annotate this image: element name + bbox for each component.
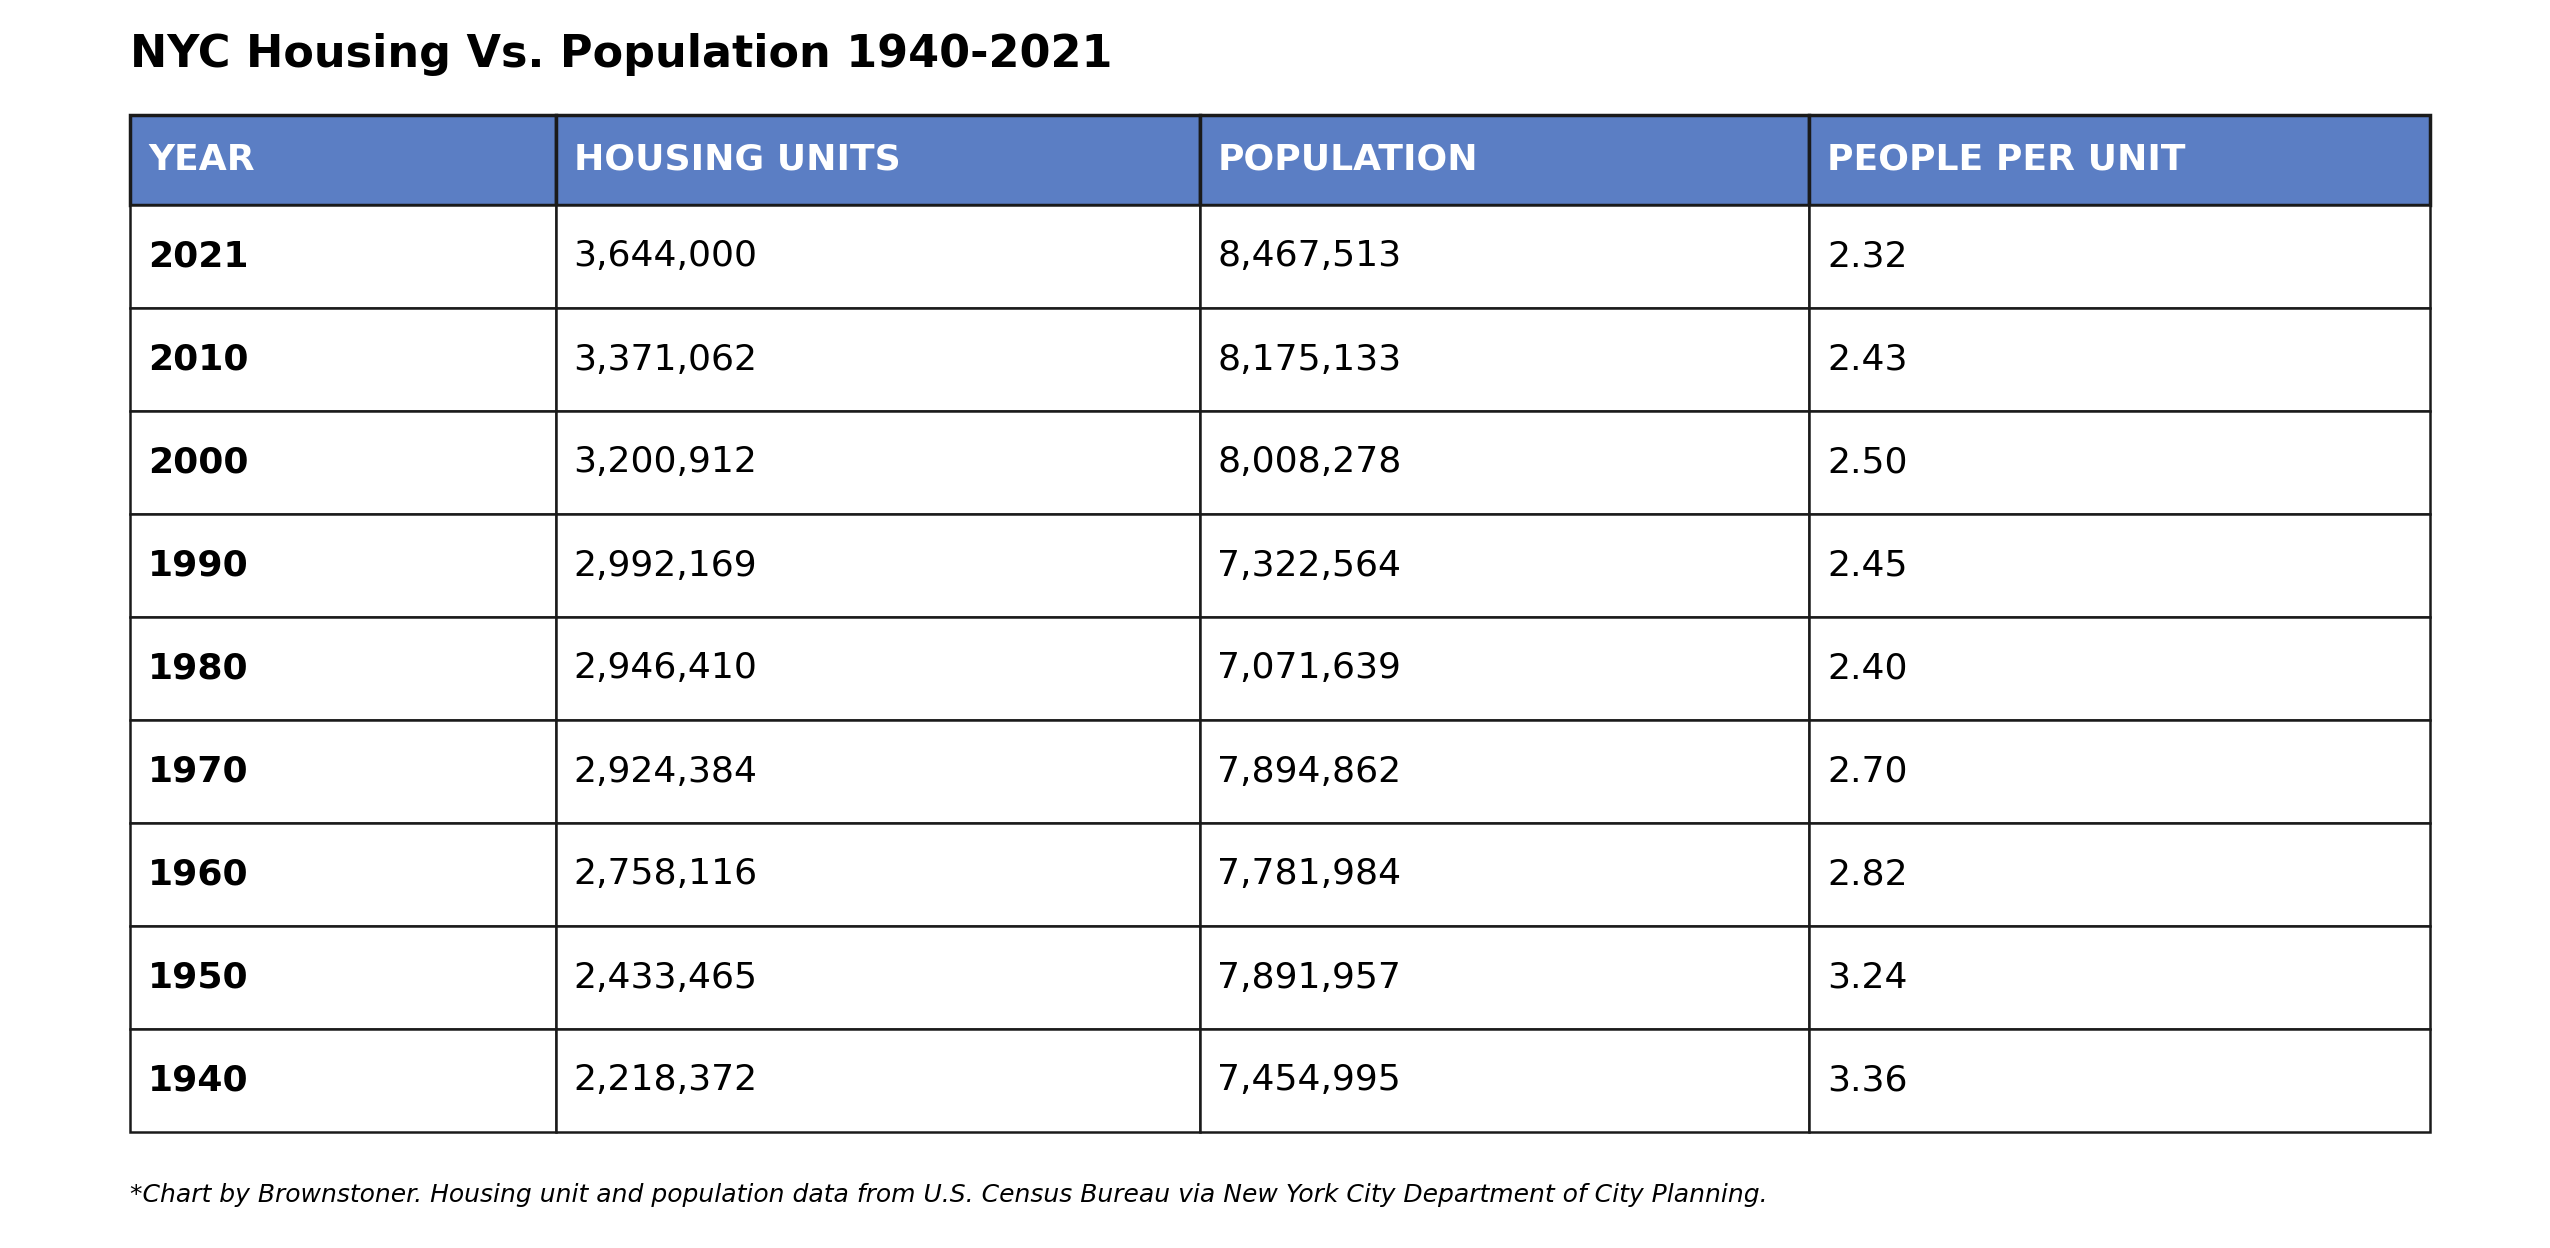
Bar (1808, 411, 2430, 514)
Bar (1808, 720, 2430, 822)
Bar (556, 411, 1198, 514)
Bar (130, 308, 556, 411)
Text: 2.45: 2.45 (1826, 549, 1907, 583)
Text: 2,946,410: 2,946,410 (574, 651, 757, 685)
Bar (556, 822, 1198, 926)
Bar (1198, 411, 1808, 514)
Text: 1970: 1970 (148, 755, 247, 789)
Text: 2.70: 2.70 (1826, 755, 1907, 789)
Text: 2.43: 2.43 (1826, 342, 1907, 377)
Text: 2,924,384: 2,924,384 (574, 755, 757, 789)
Text: 1950: 1950 (148, 961, 247, 995)
Text: *Chart by Brownstoner. Housing unit and population data from U.S. Census Bureau : *Chart by Brownstoner. Housing unit and … (130, 1183, 1767, 1207)
Bar (130, 720, 556, 822)
Text: 2000: 2000 (148, 446, 247, 479)
Bar (1198, 926, 1808, 1030)
Text: 1960: 1960 (148, 857, 247, 891)
Text: 8,175,133: 8,175,133 (1216, 342, 1402, 377)
Bar (1808, 514, 2430, 617)
Bar (1808, 822, 2430, 926)
Bar (1198, 822, 1808, 926)
Bar (556, 205, 1198, 308)
Bar (556, 926, 1198, 1030)
Bar (130, 205, 556, 308)
Text: 8,467,513: 8,467,513 (1216, 240, 1402, 273)
Text: 2,992,169: 2,992,169 (574, 549, 757, 583)
Text: 2010: 2010 (148, 342, 247, 377)
Bar (1808, 1030, 2430, 1132)
Text: HOUSING UNITS: HOUSING UNITS (574, 144, 900, 177)
Bar (1198, 514, 1808, 617)
Text: 7,891,957: 7,891,957 (1216, 961, 1402, 995)
Bar (556, 308, 1198, 411)
Text: 3.24: 3.24 (1826, 961, 1907, 995)
Text: 7,454,995: 7,454,995 (1216, 1063, 1402, 1097)
Text: 1990: 1990 (148, 549, 250, 583)
Bar (1198, 617, 1808, 720)
Text: 3,644,000: 3,644,000 (574, 240, 757, 273)
Bar (130, 411, 556, 514)
Text: 2,758,116: 2,758,116 (574, 857, 757, 891)
Text: 2.50: 2.50 (1826, 446, 1907, 479)
Text: 3,371,062: 3,371,062 (574, 342, 757, 377)
Bar (556, 514, 1198, 617)
Text: 3,200,912: 3,200,912 (574, 446, 757, 479)
Bar (1198, 115, 1808, 205)
Bar (1808, 115, 2430, 205)
Bar (556, 115, 1198, 205)
Bar (556, 617, 1198, 720)
Text: POPULATION: POPULATION (1216, 144, 1479, 177)
Bar (130, 1030, 556, 1132)
Text: 8,008,278: 8,008,278 (1216, 446, 1402, 479)
Text: NYC Housing Vs. Population 1940-2021: NYC Housing Vs. Population 1940-2021 (130, 34, 1112, 76)
Bar (130, 822, 556, 926)
Text: YEAR: YEAR (148, 144, 255, 177)
Bar (1198, 205, 1808, 308)
Bar (556, 720, 1198, 822)
Text: 2.82: 2.82 (1826, 857, 1907, 891)
Bar (1808, 926, 2430, 1030)
Text: 3.36: 3.36 (1826, 1063, 1907, 1097)
Bar (556, 1030, 1198, 1132)
Text: 7,322,564: 7,322,564 (1216, 549, 1402, 583)
Text: 2.40: 2.40 (1826, 651, 1907, 685)
Bar (130, 514, 556, 617)
Bar (1198, 308, 1808, 411)
Bar (130, 617, 556, 720)
Text: 7,071,639: 7,071,639 (1216, 651, 1402, 685)
Text: 2021: 2021 (148, 240, 247, 273)
Bar (130, 926, 556, 1030)
Text: 7,781,984: 7,781,984 (1216, 857, 1402, 891)
Text: 2,433,465: 2,433,465 (574, 961, 757, 995)
Bar (1808, 617, 2430, 720)
Text: 1980: 1980 (148, 651, 247, 685)
Text: 2,218,372: 2,218,372 (574, 1063, 757, 1097)
Bar (130, 115, 556, 205)
Bar (1808, 205, 2430, 308)
Bar (1198, 720, 1808, 822)
Text: PEOPLE PER UNIT: PEOPLE PER UNIT (1826, 144, 2185, 177)
Text: 7,894,862: 7,894,862 (1216, 755, 1402, 789)
Text: 2.32: 2.32 (1826, 240, 1907, 273)
Text: 1940: 1940 (148, 1063, 247, 1097)
Bar (1198, 1030, 1808, 1132)
Bar (1808, 308, 2430, 411)
